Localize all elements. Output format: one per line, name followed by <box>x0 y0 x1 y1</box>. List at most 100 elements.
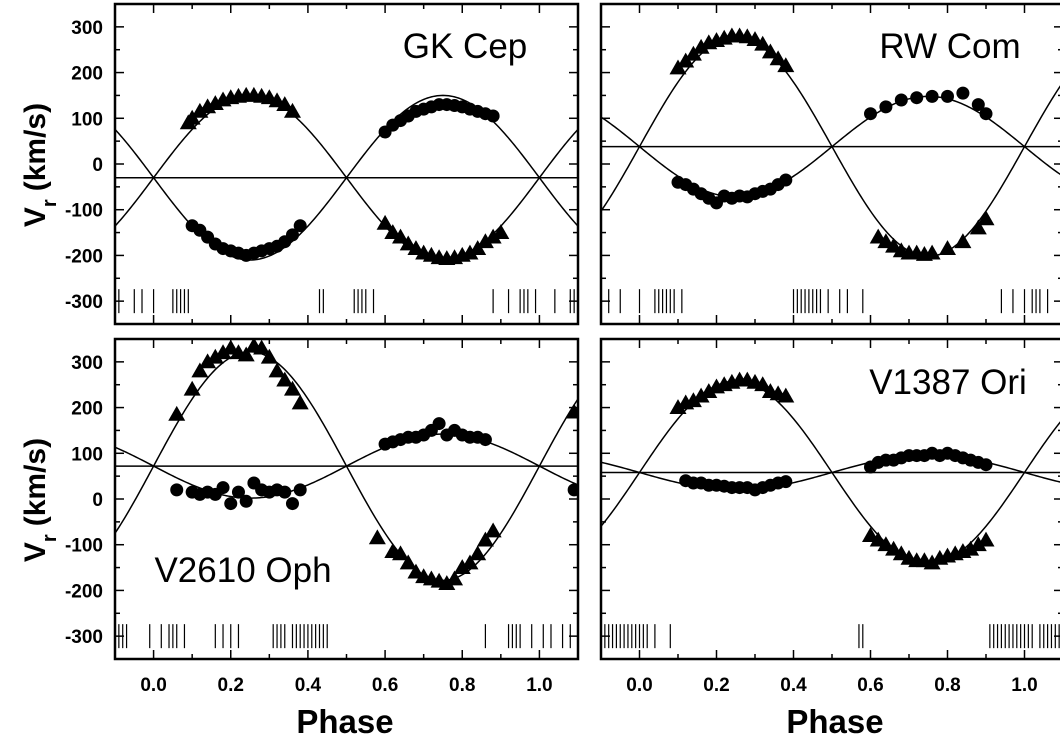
primary-data-point <box>392 545 410 561</box>
x-tick-label: 0.6 <box>857 675 883 696</box>
primary-data-point <box>183 380 201 396</box>
plot-area <box>115 339 578 649</box>
primary-data-point <box>446 570 464 586</box>
secondary-data-point <box>285 497 299 511</box>
axis-ticks <box>114 4 579 324</box>
x-tick-label: 0.0 <box>626 675 652 696</box>
primary-data-point <box>438 575 456 590</box>
primary-data-point <box>392 228 410 244</box>
primary-data-point <box>939 240 956 255</box>
secondary-data-point <box>170 483 184 497</box>
primary-data-point <box>923 554 941 570</box>
primary-data-point <box>237 346 255 362</box>
secondary-fit-curve <box>115 433 578 499</box>
primary-data-point <box>977 531 995 547</box>
primary-data-point <box>461 244 479 260</box>
panel-title: GK Cep <box>403 27 528 66</box>
primary-data-point <box>977 210 995 226</box>
primary-data-point <box>969 536 987 552</box>
plot-area <box>601 371 1060 649</box>
panel-gk-cep: GK Cep 300 200 100 0 -100 -200 -300 <box>65 2 580 326</box>
primary-data-point <box>453 559 471 574</box>
primary-data-point <box>754 376 772 392</box>
secondary-data-point <box>864 107 877 121</box>
secondary-data-point <box>910 91 924 105</box>
y-tick-label: -100 <box>65 201 103 222</box>
x-tick-label: 0.8 <box>934 675 960 696</box>
secondary-data-point <box>567 483 578 497</box>
panel-v2610-oph: V2610 Oph 300 200 100 0 -100 -200 -300 0.0 0.2 0.… <box>65 337 580 696</box>
y-axis-title-unit: (km/s) <box>19 438 52 526</box>
x-axis-title-right: Phase <box>786 703 883 740</box>
y-tick-label: -200 <box>65 246 103 267</box>
secondary-data-point <box>231 485 245 499</box>
secondary-data-point <box>285 228 299 242</box>
secondary-data-point <box>879 100 893 114</box>
primary-data-point <box>669 399 687 414</box>
primary-data-point <box>492 224 510 239</box>
x-tick-label: 0.6 <box>372 675 398 696</box>
y-tick-label: -300 <box>65 627 103 648</box>
y-axis-title-top: Vr (km/s) <box>19 103 61 227</box>
primary-data-point <box>260 348 278 364</box>
y-tick-label: 200 <box>71 64 103 85</box>
secondary-data-point <box>293 483 307 497</box>
primary-data-point <box>484 228 502 244</box>
primary-data-point <box>469 545 487 561</box>
secondary-data-point <box>278 485 292 499</box>
y-tick-label: 300 <box>71 18 103 39</box>
primary-data-point <box>777 387 795 403</box>
secondary-data-point <box>971 98 985 112</box>
secondary-data-point <box>486 109 500 123</box>
secondary-data-point <box>478 433 492 447</box>
secondary-data-point <box>779 173 793 187</box>
secondary-data-point <box>779 475 793 489</box>
secondary-data-point <box>894 93 908 107</box>
x-tick-label: 0.0 <box>140 675 166 696</box>
x-tick-label: 0.2 <box>703 675 729 696</box>
x-tick-label: 0.4 <box>780 675 807 696</box>
panel-title: V1387 Ori <box>869 363 1027 402</box>
plot-area <box>115 86 578 314</box>
primary-data-point <box>962 540 980 556</box>
primary-data-point <box>199 353 217 369</box>
x-tick-label: 1.0 <box>1011 675 1037 696</box>
panel-title: RW Com <box>879 27 1020 66</box>
primary-data-point <box>484 522 502 538</box>
primary-data-point <box>268 362 286 378</box>
axis-ticks <box>600 339 1060 659</box>
x-axis-title-left: Phase <box>296 703 393 740</box>
x-tick-label: 0.2 <box>218 675 244 696</box>
primary-data-point <box>399 554 417 570</box>
svg-text:Vr(km/s): Vr (km/s) <box>19 438 61 562</box>
y-tick-label: -100 <box>65 536 103 557</box>
y-axis-title-main: V <box>19 542 52 562</box>
axis-ticks <box>600 4 1060 324</box>
y-axis-title-unit: (km/s) <box>19 103 52 191</box>
secondary-data-point <box>979 458 993 472</box>
x-tick-label: 0.8 <box>449 675 475 696</box>
svg-text:Vr(km/s): Vr (km/s) <box>19 103 61 227</box>
primary-data-point <box>283 102 301 118</box>
secondary-data-point <box>293 219 307 233</box>
secondary-data-point <box>925 89 939 103</box>
secondary-data-point <box>432 417 446 431</box>
y-axis-title-main: V <box>19 207 52 227</box>
primary-data-point <box>376 214 394 230</box>
primary-data-point <box>206 348 224 364</box>
x-tick-label: 1.0 <box>526 675 552 696</box>
primary-data-point <box>754 35 772 51</box>
primary-data-point <box>276 96 294 111</box>
primary-data-point <box>692 387 710 403</box>
primary-data-point <box>565 403 578 419</box>
primary-data-point <box>291 394 309 410</box>
y-tick-label: 300 <box>71 353 103 374</box>
y-tick-label: -200 <box>65 581 103 602</box>
secondary-data-point <box>216 481 230 495</box>
primary-data-point <box>684 392 702 408</box>
primary-data-point <box>214 344 232 360</box>
y-tick-label: 0 <box>92 155 103 176</box>
primary-data-point <box>253 339 271 355</box>
primary-data-point <box>692 38 710 54</box>
